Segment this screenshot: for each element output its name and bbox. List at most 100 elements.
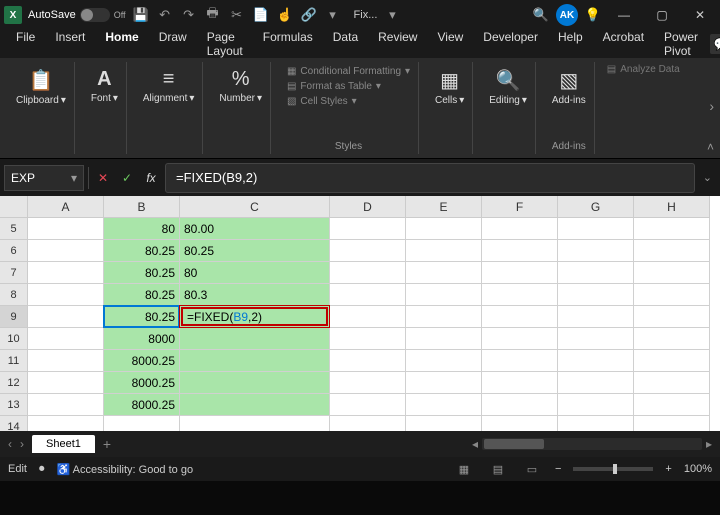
autosave-toggle[interactable]: AutoSave Off — [28, 8, 126, 22]
cell-B10[interactable]: 8000 — [104, 328, 180, 350]
accessibility-status[interactable]: ♿ Accessibility: Good to go — [56, 463, 193, 476]
tab-data[interactable]: Data — [325, 26, 366, 62]
link-icon[interactable]: 🔗 — [300, 6, 318, 24]
cell-E5[interactable] — [406, 218, 482, 240]
cell-E9[interactable] — [406, 306, 482, 328]
alignment-button[interactable]: ≡ Alignment▾ — [139, 64, 199, 108]
ribbon-more-icon[interactable]: › — [709, 98, 714, 114]
sheet-next-icon[interactable]: › — [20, 437, 24, 451]
addins-button[interactable]: ▧ Add-ins — [548, 64, 590, 110]
cell-H7[interactable] — [634, 262, 710, 284]
column-header[interactable]: H — [634, 196, 710, 218]
touch-icon[interactable]: ☝ — [276, 6, 294, 24]
search-icon[interactable]: 🔍 — [532, 6, 550, 24]
cell-G12[interactable] — [558, 372, 634, 394]
expand-formula-icon[interactable]: ⌄ — [699, 171, 716, 184]
cell-A7[interactable] — [28, 262, 104, 284]
sheet-prev-icon[interactable]: ‹ — [8, 437, 12, 451]
tab-file[interactable]: File — [8, 26, 43, 62]
horizontal-scrollbar[interactable]: ◂ ▸ — [452, 437, 712, 451]
cell-F13[interactable] — [482, 394, 558, 416]
cell-F12[interactable] — [482, 372, 558, 394]
cell-G5[interactable] — [558, 218, 634, 240]
comments-button[interactable]: 💬 — [710, 34, 720, 54]
namebox-dropdown-icon[interactable]: ▾ — [71, 171, 77, 185]
cell-A5[interactable] — [28, 218, 104, 240]
undo-icon[interactable]: ↶ — [156, 6, 174, 24]
cell-A12[interactable] — [28, 372, 104, 394]
cell-A10[interactable] — [28, 328, 104, 350]
cell-B7[interactable]: 80.25 — [104, 262, 180, 284]
select-all-corner[interactable] — [0, 196, 28, 218]
column-header[interactable]: B — [104, 196, 180, 218]
page-break-view-icon[interactable]: ▭ — [521, 460, 543, 478]
cancel-edit-button[interactable]: ✕ — [93, 165, 113, 191]
cell-H13[interactable] — [634, 394, 710, 416]
tab-developer[interactable]: Developer — [475, 26, 546, 62]
name-box[interactable]: EXP ▾ — [4, 165, 84, 191]
clipboard-button[interactable]: 📋 Clipboard▾ — [12, 64, 70, 110]
cell-G13[interactable] — [558, 394, 634, 416]
format-as-table-button[interactable]: ▤ Format as Table ▾ — [287, 81, 410, 92]
tab-insert[interactable]: Insert — [47, 26, 93, 62]
cell-F5[interactable] — [482, 218, 558, 240]
lightbulb-icon[interactable]: 💡 — [584, 6, 602, 24]
cell-C14[interactable] — [180, 416, 330, 431]
print-icon[interactable]: 🖶 — [204, 6, 222, 24]
cell-H8[interactable] — [634, 284, 710, 306]
cell-H14[interactable] — [634, 416, 710, 431]
tab-page-layout[interactable]: Page Layout — [199, 26, 251, 62]
column-header[interactable]: G — [558, 196, 634, 218]
cell-A9[interactable] — [28, 306, 104, 328]
row-header[interactable]: 10 — [0, 328, 28, 350]
tab-formulas[interactable]: Formulas — [255, 26, 321, 62]
cell-D14[interactable] — [330, 416, 406, 431]
cell-B14[interactable] — [104, 416, 180, 431]
cell-D11[interactable] — [330, 350, 406, 372]
column-header[interactable]: E — [406, 196, 482, 218]
cell-B8[interactable]: 80.25 — [104, 284, 180, 306]
cell-B13[interactable]: 8000.25 — [104, 394, 180, 416]
cell-E14[interactable] — [406, 416, 482, 431]
macro-record-icon[interactable]: ⏺ — [39, 463, 45, 476]
cell-H9[interactable] — [634, 306, 710, 328]
cell-F10[interactable] — [482, 328, 558, 350]
cell-G10[interactable] — [558, 328, 634, 350]
row-header[interactable]: 13 — [0, 394, 28, 416]
cell-H6[interactable] — [634, 240, 710, 262]
toggle-switch[interactable] — [80, 8, 110, 22]
zoom-out-button[interactable]: − — [555, 463, 561, 475]
cell-F8[interactable] — [482, 284, 558, 306]
cell-H10[interactable] — [634, 328, 710, 350]
cell-D10[interactable] — [330, 328, 406, 350]
conditional-formatting-button[interactable]: ▦ Conditional Formatting ▾ — [287, 66, 410, 77]
accept-edit-button[interactable]: ✓ — [117, 165, 137, 191]
zoom-slider[interactable] — [573, 467, 653, 471]
cell-D8[interactable] — [330, 284, 406, 306]
search-dropdown-icon[interactable]: ▾ — [383, 6, 401, 24]
cell-G11[interactable] — [558, 350, 634, 372]
cell-E11[interactable] — [406, 350, 482, 372]
cell-D6[interactable] — [330, 240, 406, 262]
cell-H12[interactable] — [634, 372, 710, 394]
cells-button[interactable]: ▦ Cells▾ — [431, 64, 468, 110]
formula-input[interactable]: =FIXED(B9,2) — [165, 163, 695, 193]
cell-D13[interactable] — [330, 394, 406, 416]
tab-acrobat[interactable]: Acrobat — [595, 26, 652, 62]
cell-F7[interactable] — [482, 262, 558, 284]
number-button[interactable]: % Number▾ — [215, 64, 266, 108]
cell-G8[interactable] — [558, 284, 634, 306]
column-header[interactable]: D — [330, 196, 406, 218]
zoom-level[interactable]: 100% — [684, 463, 712, 475]
cell-D5[interactable] — [330, 218, 406, 240]
cell-C13[interactable] — [180, 394, 330, 416]
cell-C12[interactable] — [180, 372, 330, 394]
spreadsheet-grid[interactable]: ABCDEFGH 567891011121314 8080.0080.2580.… — [0, 196, 720, 431]
tab-home[interactable]: Home — [97, 26, 146, 62]
cell-C11[interactable] — [180, 350, 330, 372]
cell-B12[interactable]: 8000.25 — [104, 372, 180, 394]
cell-A8[interactable] — [28, 284, 104, 306]
cell-F9[interactable] — [482, 306, 558, 328]
row-header[interactable]: 8 — [0, 284, 28, 306]
tab-review[interactable]: Review — [370, 26, 425, 62]
